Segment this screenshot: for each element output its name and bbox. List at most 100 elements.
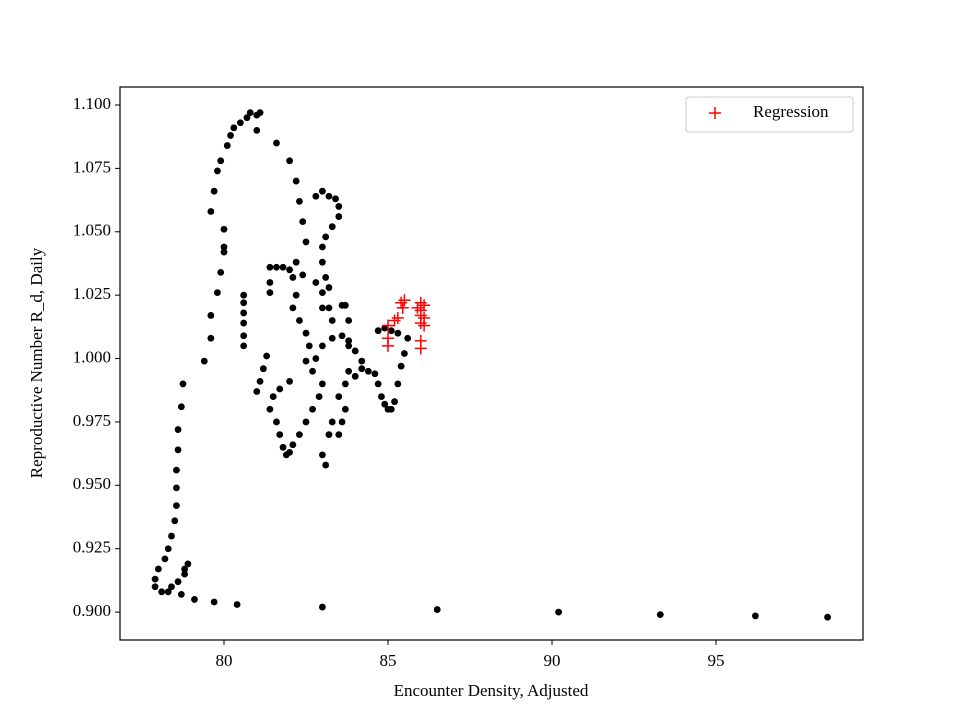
point [210,598,218,606]
point [318,380,326,388]
point [154,565,162,573]
point [259,365,267,373]
plot-frame [119,86,864,641]
point [328,334,336,342]
point [338,332,346,340]
point [292,258,300,266]
point [305,342,313,350]
point [173,484,180,492]
point [309,367,316,375]
point [418,319,431,332]
point [335,213,343,220]
point [256,109,264,117]
point [752,612,759,620]
point [174,426,182,433]
point [273,139,280,147]
point [173,502,180,510]
point [151,575,159,583]
point [207,208,215,215]
point [335,203,343,210]
point [168,532,175,540]
point [273,418,280,426]
point [299,218,307,226]
point [177,590,185,598]
point [395,296,408,309]
point [243,114,251,122]
point [217,268,225,276]
point [207,334,215,342]
point [223,142,231,149]
point [351,347,359,355]
point [269,393,277,400]
y-tick-label: 1.000 [73,347,111,366]
point [207,312,215,319]
point [286,377,293,385]
point [318,603,326,611]
point [240,319,248,327]
point [335,431,343,439]
point [322,233,330,241]
point [266,279,274,286]
point [378,393,385,400]
y-tick-label: 0.975 [73,411,111,430]
point [161,555,169,563]
point [286,448,293,456]
point [289,304,297,312]
point [151,583,159,591]
point [179,380,187,388]
point [318,289,326,297]
point [318,451,326,459]
point [210,187,218,195]
point [240,291,248,299]
point [397,362,405,370]
point [382,339,395,352]
point [411,301,424,314]
point [387,327,395,335]
y-tick-label: 0.950 [73,474,111,493]
point [338,301,346,309]
point [824,613,831,621]
point [345,367,353,375]
point [177,403,185,411]
point [289,274,297,281]
point [292,177,300,185]
point [266,289,274,297]
point [292,291,300,299]
point [253,126,261,134]
point [401,350,408,357]
y-tick-label: 1.075 [73,157,111,176]
point [220,243,228,251]
point [315,393,323,400]
x-tick-label: 90 [544,651,561,670]
point [381,400,389,408]
point [328,223,336,231]
point [387,405,395,413]
point [276,431,284,439]
point [246,109,254,117]
y-tick-label: 1.050 [73,221,111,240]
point [302,238,310,246]
point [174,578,182,586]
point [200,357,208,365]
point [414,317,427,330]
y-tick-label: 0.925 [73,538,111,557]
point [266,263,274,271]
point [263,352,271,360]
point [289,441,297,449]
point [273,263,280,271]
x-tick-label: 95 [708,651,725,670]
point [240,309,248,317]
point [240,342,248,350]
point [358,357,366,365]
point [240,299,248,307]
point [286,266,293,274]
point [309,405,316,413]
point [341,405,349,413]
y-tick-label: 1.100 [73,94,111,113]
point [328,317,336,324]
point [555,608,562,616]
point [325,192,333,200]
point [220,225,228,233]
point [388,314,401,327]
